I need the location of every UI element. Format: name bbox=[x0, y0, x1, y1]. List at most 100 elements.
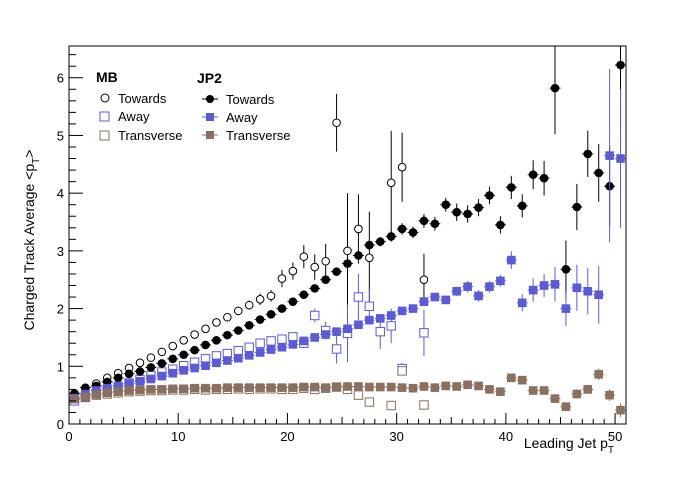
legend-marker-filled-square bbox=[206, 113, 214, 121]
data-point bbox=[233, 383, 243, 392]
data-point bbox=[233, 346, 243, 356]
data-point bbox=[179, 350, 188, 360]
data-point bbox=[124, 386, 134, 395]
data-point bbox=[255, 338, 265, 348]
data-point bbox=[277, 334, 287, 344]
data-point bbox=[201, 324, 210, 334]
data-point bbox=[157, 359, 167, 368]
legend-item-mb-towards: Towards bbox=[100, 91, 167, 106]
data-point bbox=[135, 358, 145, 368]
data-point bbox=[616, 154, 625, 163]
data-point bbox=[124, 369, 134, 379]
y-tick-label: 2 bbox=[57, 302, 64, 317]
data-point bbox=[277, 383, 287, 392]
data-point bbox=[277, 342, 287, 352]
data-point bbox=[375, 237, 385, 246]
data-point bbox=[485, 191, 494, 200]
data-point bbox=[299, 336, 309, 346]
data-point bbox=[288, 383, 298, 392]
legend-marker-open-circle bbox=[100, 93, 110, 103]
y-tick-label: 0 bbox=[57, 417, 64, 432]
data-point bbox=[375, 382, 385, 392]
data-point bbox=[616, 60, 625, 70]
data-point bbox=[354, 320, 363, 330]
data-point bbox=[146, 353, 156, 362]
data-point bbox=[332, 382, 341, 392]
data-point bbox=[299, 290, 309, 300]
data-point bbox=[321, 256, 330, 266]
data-point bbox=[223, 312, 232, 322]
data-point bbox=[223, 330, 232, 340]
data-point bbox=[212, 336, 221, 345]
data-point bbox=[430, 219, 440, 229]
data-point bbox=[496, 276, 505, 286]
data-point bbox=[397, 366, 407, 376]
data-point bbox=[244, 383, 254, 392]
y-tick-label: 3 bbox=[57, 244, 64, 259]
data-point bbox=[81, 392, 90, 402]
data-point bbox=[485, 282, 494, 291]
data-point bbox=[179, 336, 188, 345]
data-point bbox=[365, 253, 374, 263]
legend-title-jp2: JP2 bbox=[197, 70, 222, 86]
data-point bbox=[277, 304, 287, 313]
data-point bbox=[496, 387, 505, 396]
axis-ticks: 0 10 20 30 40 50 0 1 2 3 4 5 6 bbox=[57, 54, 627, 444]
data-point bbox=[190, 363, 199, 373]
data-point bbox=[266, 291, 276, 301]
data-point bbox=[419, 216, 429, 226]
data-point bbox=[452, 286, 462, 296]
data-point bbox=[244, 342, 254, 352]
data-point bbox=[343, 246, 352, 256]
data-point bbox=[190, 330, 199, 339]
data-point bbox=[277, 274, 287, 283]
data-point bbox=[419, 400, 429, 410]
data-point bbox=[157, 385, 167, 394]
legend-label-jp2-away: Away bbox=[226, 110, 258, 125]
data-point bbox=[616, 405, 625, 415]
legend-label-mb-away: Away bbox=[118, 109, 150, 124]
data-point bbox=[288, 297, 298, 306]
data-point bbox=[288, 332, 298, 342]
data-point bbox=[244, 351, 254, 360]
legend-label-mb-transverse: Transverse bbox=[118, 128, 183, 143]
data-point bbox=[354, 224, 363, 234]
data-point bbox=[430, 292, 440, 302]
data-point bbox=[517, 201, 527, 211]
data-point bbox=[332, 267, 341, 276]
data-point bbox=[386, 321, 396, 331]
data-point bbox=[550, 394, 560, 403]
data-point bbox=[386, 178, 396, 188]
data-point bbox=[332, 118, 341, 128]
data-point bbox=[583, 286, 593, 296]
data-point bbox=[233, 353, 243, 363]
data-point bbox=[441, 381, 451, 391]
data-point bbox=[353, 292, 364, 302]
legend-title-mb: MB bbox=[96, 69, 118, 85]
data-point bbox=[517, 375, 527, 385]
data-point bbox=[157, 347, 167, 357]
data-point bbox=[233, 326, 243, 335]
data-point bbox=[550, 280, 560, 289]
data-point bbox=[572, 389, 582, 399]
data-point bbox=[430, 383, 440, 392]
data-point bbox=[397, 383, 407, 392]
data-point bbox=[92, 390, 101, 399]
data-point bbox=[463, 380, 472, 390]
data-point bbox=[255, 315, 265, 324]
data-point bbox=[321, 383, 330, 392]
data-point bbox=[321, 330, 330, 339]
data-point bbox=[441, 295, 451, 305]
data-point bbox=[397, 224, 407, 234]
x-tick-label: 10 bbox=[171, 429, 185, 444]
y-tick-label: 4 bbox=[57, 186, 64, 201]
data-point bbox=[528, 170, 538, 179]
data-point bbox=[496, 220, 505, 230]
data-point bbox=[452, 382, 462, 391]
x-tick-label: 20 bbox=[280, 429, 294, 444]
data-point bbox=[157, 371, 167, 381]
data-point bbox=[168, 354, 178, 364]
plot-frame bbox=[68, 45, 627, 425]
data-point bbox=[539, 386, 549, 395]
